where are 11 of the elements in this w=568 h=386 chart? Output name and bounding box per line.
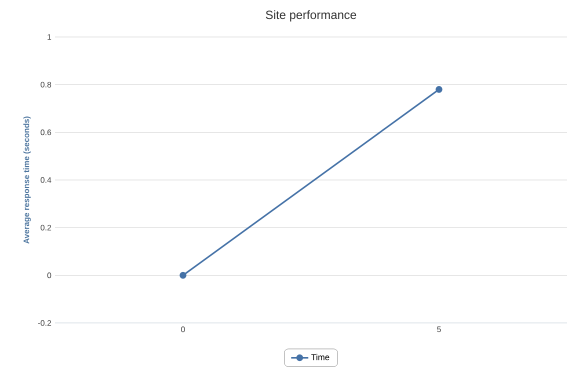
legend-label: Time — [311, 354, 330, 360]
y-tick-label: -0.2 — [38, 320, 52, 326]
y-tick-label: 0.4 — [40, 177, 52, 183]
y-tick-label: 0.8 — [40, 82, 52, 88]
y-tick-label: 0.2 — [40, 224, 52, 230]
chart-title: Site performance — [266, 10, 356, 22]
y-tick-label: 0.6 — [40, 130, 52, 136]
y-axis-title: Average response time (seconds) — [23, 116, 31, 244]
y-tick-label: 0 — [47, 272, 52, 278]
x-tick-label: 5 — [437, 326, 441, 332]
y-tick-label: 1 — [48, 34, 52, 40]
